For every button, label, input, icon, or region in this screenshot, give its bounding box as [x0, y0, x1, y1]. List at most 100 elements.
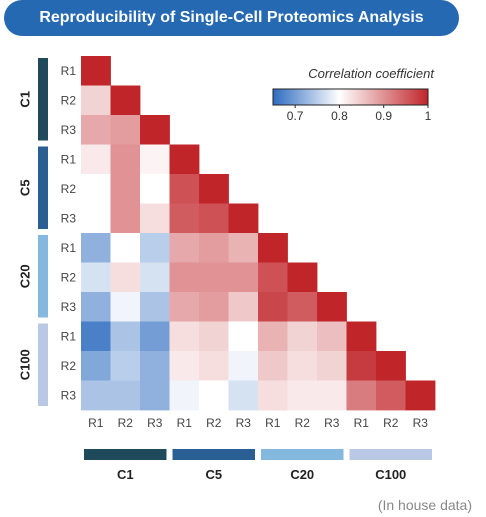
heatmap-cell — [110, 351, 141, 381]
row-tick-label: R1 — [61, 329, 77, 343]
heatmap-cell — [169, 321, 200, 352]
heatmap-cell — [81, 85, 111, 116]
column-tick-label: R3 — [324, 416, 340, 430]
colorbar-tick-label: 0.8 — [331, 109, 348, 123]
heatmap-cell — [81, 321, 111, 352]
chart-title: Reproducibility of Single-Cell Proteomic… — [4, 0, 459, 36]
group-bar-left — [38, 146, 48, 229]
heatmap-cell — [140, 321, 170, 352]
heatmap-cell — [110, 144, 141, 175]
group-label-bottom: C100 — [375, 467, 406, 482]
heatmap-cell — [169, 262, 200, 293]
heatmap-cell — [169, 233, 200, 263]
heatmap-cell — [169, 351, 200, 381]
colorbar: Correlation coefficient 0.7 0.8 0.9 1 — [272, 66, 435, 123]
heatmap-cell — [81, 380, 111, 411]
heatmap-cell — [258, 262, 288, 293]
heatmap-cell — [81, 174, 111, 204]
heatmap-cell — [258, 233, 288, 263]
heatmap-cell — [287, 351, 318, 381]
heatmap-cell — [317, 380, 347, 411]
heatmap-cell — [169, 292, 200, 322]
heatmap-cell — [228, 203, 259, 234]
group-bar-left — [38, 58, 48, 141]
heatmap-cell — [81, 56, 111, 86]
heatmap-cell — [140, 174, 170, 204]
colorbar-tick-label: 1 — [425, 109, 432, 123]
heatmap-cell — [140, 203, 170, 234]
heatmap-cell — [199, 351, 229, 381]
group-label-left: C5 — [17, 179, 32, 196]
heatmap-cell — [317, 292, 347, 322]
heatmap-cell — [199, 233, 229, 263]
heatmap-cell — [199, 321, 229, 352]
heatmap-cell — [376, 351, 406, 381]
heatmap-cell — [287, 321, 318, 352]
column-tick-label: R3 — [147, 416, 163, 430]
heatmap-cell — [140, 115, 170, 145]
colorbar-tick-label: 0.7 — [287, 109, 304, 123]
group-bar-bottom — [349, 449, 432, 460]
heatmap-cell — [140, 233, 170, 263]
column-tick-label: R1 — [88, 416, 104, 430]
group-label-bottom: C5 — [205, 467, 222, 482]
heatmap-cell — [81, 144, 111, 175]
heatmap-cell — [199, 380, 229, 411]
group-bar-left — [38, 235, 48, 318]
heatmap-cell — [110, 292, 141, 322]
heatmap-cell — [169, 174, 200, 204]
row-tick-label: R2 — [61, 359, 77, 373]
group-bar-bottom — [261, 449, 344, 460]
group-bar-bottom — [84, 449, 167, 460]
heatmap-cell — [258, 292, 288, 322]
heatmap-cell — [199, 174, 229, 204]
row-labels: R1 R2 R3 R1 R2 R3 R1 R2 R3 R1 R2 R3 — [61, 64, 77, 403]
column-tick-label: R2 — [118, 416, 134, 430]
bottom-group-bars: C1 C5 C20 C100 — [84, 449, 432, 482]
heatmap-cell — [81, 351, 111, 381]
group-label-bottom: C1 — [117, 467, 134, 482]
heatmap-cell — [199, 262, 229, 293]
heatmap-cell — [405, 380, 436, 411]
colorbar-gradient — [272, 88, 429, 106]
heatmap-cell — [228, 351, 259, 381]
column-tick-label: R1 — [265, 416, 281, 430]
heatmap-cell — [169, 380, 200, 411]
heatmap-cell — [110, 115, 141, 145]
heatmap-cell — [81, 262, 111, 293]
row-tick-label: R3 — [61, 300, 77, 314]
heatmap-cell — [140, 380, 170, 411]
heatmap-cell — [346, 351, 377, 381]
group-bar-left — [38, 323, 48, 406]
left-group-bars: C1 C5 C20 C100 — [17, 58, 48, 406]
row-tick-label: R1 — [61, 64, 77, 78]
footnote: (In house data) — [377, 497, 472, 513]
group-bar-bottom — [172, 449, 255, 460]
column-tick-label: R1 — [354, 416, 370, 430]
row-tick-label: R1 — [61, 241, 77, 255]
heatmap-cell — [228, 292, 259, 322]
heatmap-cell — [110, 233, 141, 263]
group-label-left: C1 — [17, 91, 32, 108]
heatmap-cell — [140, 262, 170, 293]
heatmap-cell — [317, 321, 347, 352]
group-label-bottom: C20 — [290, 467, 314, 482]
group-label-left: C100 — [17, 349, 32, 380]
heatmap-cell — [258, 351, 288, 381]
heatmap-cell — [81, 115, 111, 145]
heatmap-cell — [140, 144, 170, 175]
heatmap-cell — [228, 233, 259, 263]
group-label-left: C20 — [17, 264, 32, 288]
colorbar-tick-label: 0.9 — [375, 109, 392, 123]
column-tick-label: R3 — [236, 416, 252, 430]
heatmap-cell — [228, 380, 259, 411]
heatmap-cell — [140, 292, 170, 322]
heatmap-cell — [169, 144, 200, 175]
column-tick-label: R1 — [177, 416, 193, 430]
heatmap-cells — [81, 56, 436, 411]
heatmap-cell — [287, 292, 318, 322]
heatmap-cell — [258, 380, 288, 411]
heatmap-cell — [287, 380, 318, 411]
heatmap-cell — [287, 262, 318, 293]
row-tick-label: R2 — [61, 270, 77, 284]
